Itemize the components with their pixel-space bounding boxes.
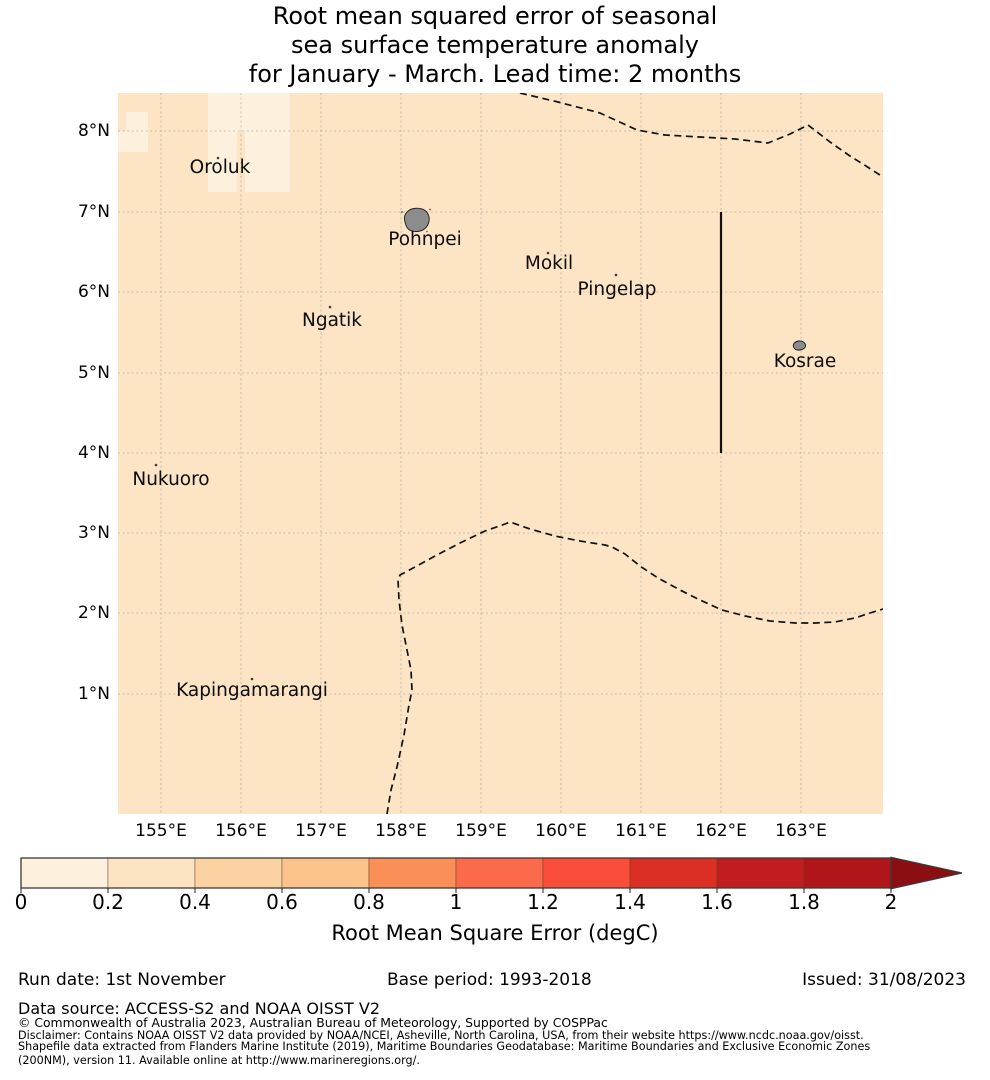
- pingelap-atoll-dot: [614, 273, 618, 277]
- map-plot: Oroluk Pohnpei Mokil Pingelap Ngatik Kos…: [118, 93, 883, 814]
- colorbar-overflow-arrow: [890, 856, 963, 890]
- y-axis-tick-2n: 2°N: [77, 603, 110, 623]
- island-label-kapingamarangi: Kapingamarangi: [176, 680, 328, 701]
- low-rmse-patches: [118, 93, 290, 192]
- y-axis-tick-4n: 4°N: [77, 443, 110, 463]
- eez-boundary-north: [519, 93, 883, 178]
- colorbar-tick-1-8: 1.8: [788, 890, 820, 914]
- colorbar-tick-2: 2: [884, 890, 898, 914]
- island-label-pohnpei: Pohnpei: [388, 229, 462, 250]
- pohnpei-islet-dot: [426, 230, 428, 233]
- pohnpei-island-shape: [404, 207, 430, 232]
- island-label-mokil: Mokil: [525, 253, 573, 274]
- pohnpei-islet-dot: [429, 208, 431, 211]
- x-axis-tick-157e: 157°E: [295, 821, 347, 841]
- issued-date-text: Issued: 31/08/2023: [802, 970, 966, 990]
- x-axis-tick-162e: 162°E: [695, 821, 747, 841]
- latlon-gridlines: [118, 93, 883, 814]
- y-axis-tick-5n: 5°N: [77, 363, 110, 383]
- x-axis-tick-158e: 158°E: [375, 821, 427, 841]
- kapingamarangi-atoll-dot: [250, 677, 254, 681]
- copyright-text: © Commonwealth of Australia 2023, Austra…: [18, 1015, 608, 1030]
- island-label-pingelap: Pingelap: [578, 279, 657, 300]
- colorbar-segments: [20, 857, 892, 889]
- nukuoro-atoll-dot: [154, 463, 158, 467]
- title-line-2: sea surface temperature anomaly: [291, 31, 699, 59]
- colorbar-tick-1-6: 1.6: [701, 890, 733, 914]
- kosrae-island-shape: [792, 340, 807, 351]
- colorbar-tick-0-6: 0.6: [266, 890, 298, 914]
- island-labels: Oroluk Pohnpei Mokil Pingelap Ngatik Kos…: [132, 157, 836, 701]
- figure-title: Root mean squared error of seasonal sea …: [0, 2, 990, 89]
- colorbar-tick-0-8: 0.8: [353, 890, 385, 914]
- y-axis-tick-7n: 7°N: [77, 202, 110, 222]
- island-label-ngatik: Ngatik: [302, 310, 362, 331]
- colorbar-tick-marks: [20, 888, 892, 893]
- oroluk-atoll-dot: [216, 156, 220, 160]
- island-label-nukuoro: Nukuoro: [132, 469, 209, 490]
- y-axis-tick-6n: 6°N: [77, 282, 110, 302]
- title-line-1: Root mean squared error of seasonal: [272, 2, 718, 30]
- colorbar-tick-0-2: 0.2: [92, 890, 124, 914]
- pohnpei-islet-dot: [401, 211, 403, 213]
- x-axis-tick-155e: 155°E: [135, 821, 187, 841]
- colorbar-tick-1-2: 1.2: [527, 890, 559, 914]
- disclaimer-text: Disclaimer: Contains NOAA OISST V2 data …: [18, 1028, 864, 1042]
- x-axis-tick-163e: 163°E: [775, 821, 827, 841]
- colorbar-tick-0: 0: [14, 890, 28, 914]
- colorbar-tick-1: 1: [449, 890, 463, 914]
- x-axis-tick-156e: 156°E: [215, 821, 267, 841]
- island-label-kosrae: Kosrae: [774, 351, 837, 372]
- x-axis-tick-160e: 160°E: [535, 821, 587, 841]
- run-date-text: Run date: 1st November: [18, 970, 226, 990]
- x-axis-tick-161e: 161°E: [615, 821, 667, 841]
- colorbar-tick-1-4: 1.4: [614, 890, 646, 914]
- y-axis-tick-3n: 3°N: [77, 523, 110, 543]
- shapefile-credit-text-2: (200NM), version 11. Available online at…: [18, 1053, 420, 1067]
- x-axis-tick-159e: 159°E: [455, 821, 507, 841]
- eez-boundary-dashed-lines: [386, 93, 883, 814]
- colorbar: [20, 856, 963, 893]
- fine-print: © Commonwealth of Australia 2023, Austra…: [18, 1016, 978, 1066]
- base-period-text: Base period: 1993-2018: [387, 970, 592, 990]
- y-axis-tick-1n: 1°N: [77, 684, 110, 704]
- shapefile-credit-text: Shapefile data extracted from Flanders M…: [18, 1040, 871, 1054]
- colorbar-tick-0-4: 0.4: [179, 890, 211, 914]
- island-label-oroluk: Oroluk: [190, 157, 251, 178]
- ngatik-atoll-dot: [328, 305, 332, 309]
- colorbar-label: Root Mean Square Error (degC): [331, 921, 659, 945]
- sea-rmse-fill: [118, 93, 883, 814]
- data-source-text: Data source: ACCESS-S2 and NOAA OISST V2: [18, 999, 381, 1018]
- island-shapes: [154, 156, 807, 681]
- y-axis-tick-8n: 8°N: [77, 121, 110, 141]
- title-line-3: for January - March. Lead time: 2 months: [248, 60, 742, 88]
- mokil-atoll-dot: [546, 251, 550, 255]
- eez-boundary-south: [386, 521, 883, 814]
